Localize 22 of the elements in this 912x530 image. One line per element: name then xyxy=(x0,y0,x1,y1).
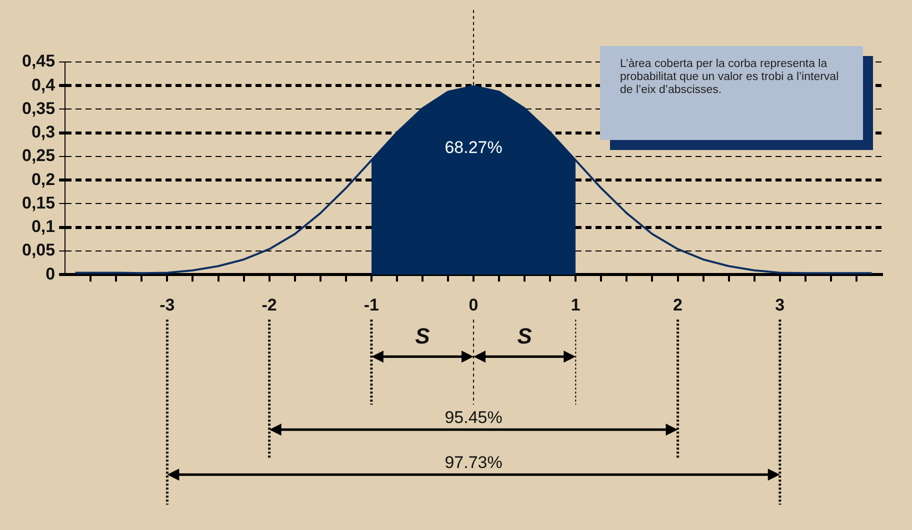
y-tick-label: 0,05 xyxy=(22,240,56,260)
y-tick-label: 0,35 xyxy=(22,98,56,118)
y-tick-label: 0,25 xyxy=(22,146,56,166)
y-tick-label: 0,15 xyxy=(22,193,56,212)
x-tick-label: -2 xyxy=(262,295,277,314)
y-tick-label: 0,4 xyxy=(31,75,56,94)
y-tick-label: 0,1 xyxy=(31,217,56,236)
y-tick-label: 0 xyxy=(46,264,56,284)
x-tick-label: 3 xyxy=(775,295,785,314)
y-tick-label: 0,45 xyxy=(22,52,56,71)
y-tick-label: 0,2 xyxy=(31,170,56,189)
text: S xyxy=(415,324,430,349)
y-tick-label: 0,3 xyxy=(31,122,56,142)
x-tick-label: 1 xyxy=(570,295,580,314)
x-tick-label: 0 xyxy=(468,295,478,314)
text: 95.45% xyxy=(444,408,502,427)
text: 97.73% xyxy=(444,452,502,472)
annotation: 68.27% xyxy=(444,138,502,157)
x-tick-label: -3 xyxy=(160,295,175,314)
text: S xyxy=(517,324,532,349)
x-tick-label: 2 xyxy=(673,295,683,314)
x-tick-label: -1 xyxy=(364,295,379,314)
